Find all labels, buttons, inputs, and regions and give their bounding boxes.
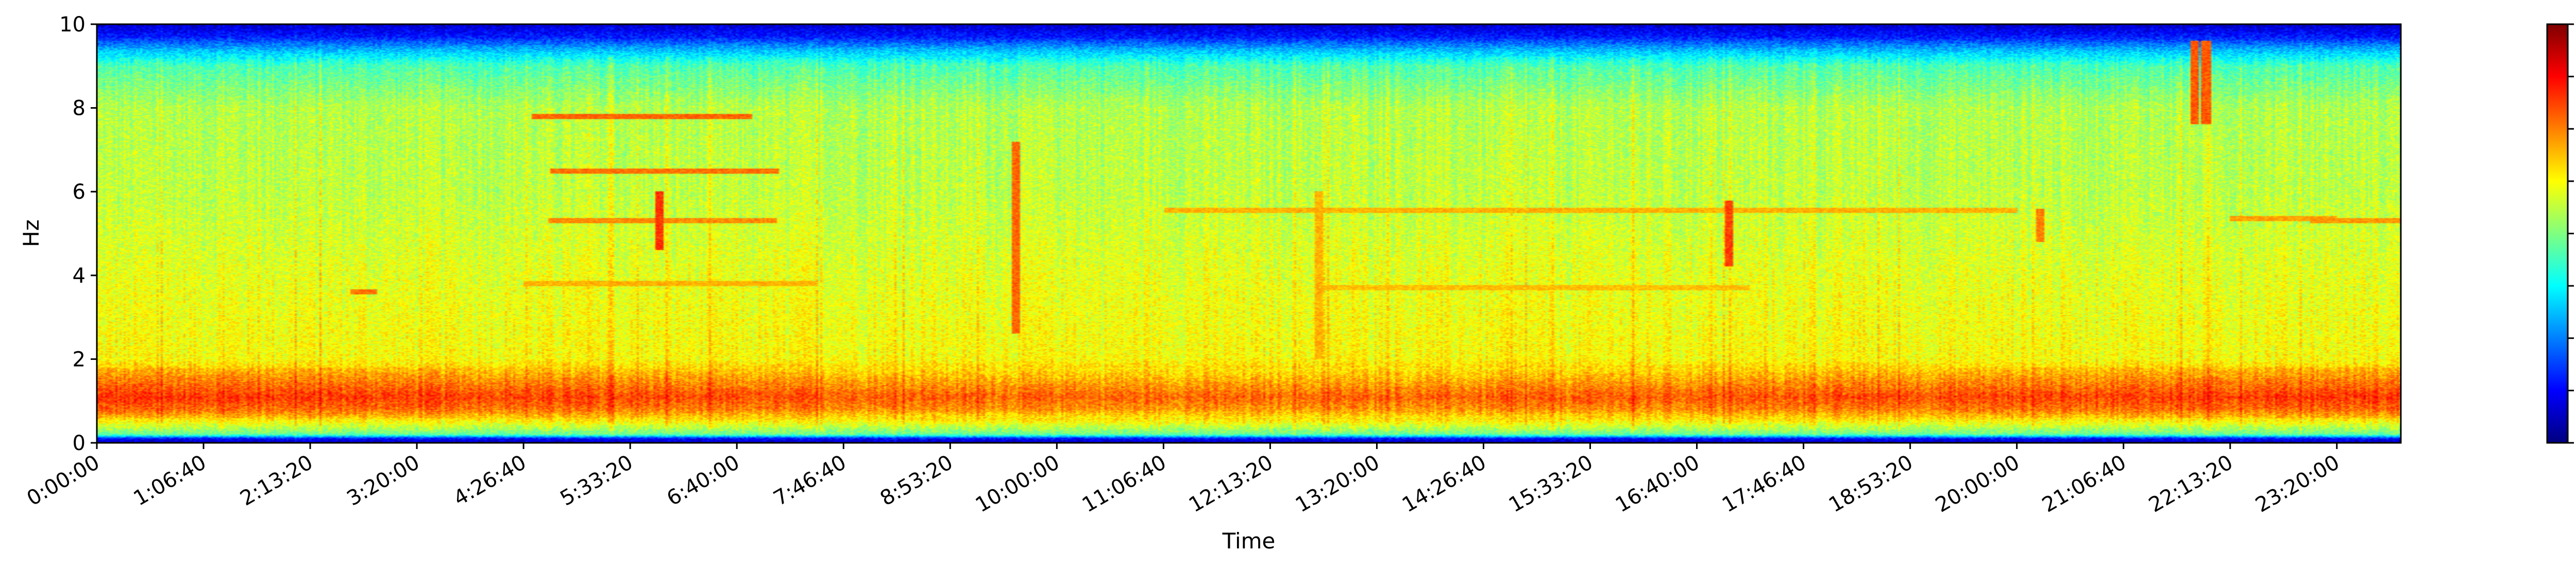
y-tick-label: 10	[59, 13, 86, 37]
plot-area	[96, 23, 2402, 444]
x-tick-label: 3:20:00	[343, 451, 424, 511]
x-tick-label: 5:33:20	[556, 451, 637, 511]
x-tick-label: 12:13:20	[1185, 451, 1277, 518]
y-tick-label: 2	[73, 348, 86, 371]
x-axis-label: Time	[1222, 528, 1276, 554]
x-tick-label: 18:53:20	[1825, 451, 1917, 518]
y-axis: 0 2 4 6 8 10	[59, 13, 97, 455]
x-tick-label: 21:06:40	[2038, 451, 2130, 518]
y-tick-label: 6	[73, 180, 86, 204]
x-tick-label: 6:40:00	[663, 451, 744, 511]
x-tick-label: 11:06:40	[1078, 451, 1171, 518]
x-tick-label: 2:13:20	[236, 451, 317, 511]
x-tick-label: 14:26:40	[1398, 451, 1490, 518]
x-axis: 0:00:00 1:06:40 2:13:20 3:20:00 4:26:40 5:33:…	[23, 443, 2344, 518]
y-axis-label: Hz	[19, 219, 44, 247]
x-tick-label: 8:53:20	[876, 451, 957, 511]
x-tick-label: 23:20:00	[2251, 451, 2344, 518]
x-tick-label: 20:00:00	[1931, 451, 2024, 518]
x-tick-label: 16:40:00	[1612, 451, 1704, 518]
colorbar-gradient	[2546, 23, 2569, 444]
x-tick-label: 1:06:40	[129, 451, 210, 511]
x-tick-label: 4:26:40	[450, 451, 531, 511]
x-tick-label: 13:20:00	[1292, 451, 1384, 518]
y-tick-label: 4	[73, 264, 86, 288]
colorbar-ticks: +0 dB-10 dB-20 dB-30 dB-40 dB-50 dB-60 d…	[2568, 23, 2574, 444]
y-tick-label: 0	[73, 432, 86, 455]
x-tick-label: 22:13:20	[2145, 451, 2237, 518]
spectrogram-heatmap	[97, 24, 2401, 443]
x-tick-label: 15:33:20	[1505, 451, 1597, 518]
plot-frame	[96, 23, 2402, 444]
colorbar: +0 dB-10 dB-20 dB-30 dB-40 dB-50 dB-60 d…	[2546, 23, 2574, 444]
x-tick-label: 7:46:40	[770, 451, 851, 511]
x-tick-label: 0:00:00	[23, 451, 104, 511]
x-tick-label: 17:46:40	[1718, 451, 1810, 518]
x-tick-label: 10:00:00	[972, 451, 1064, 518]
y-tick-label: 8	[73, 97, 86, 120]
